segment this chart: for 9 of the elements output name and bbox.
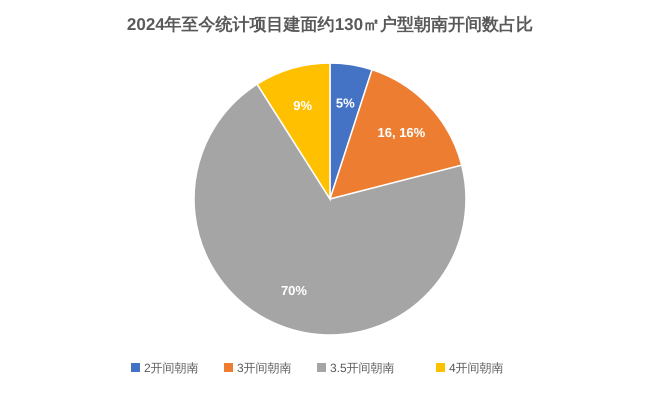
legend-label: 3开间朝南 (237, 361, 292, 375)
legend-label: 3.5开间朝南 (330, 361, 395, 375)
data-label: 16, 16% (378, 124, 426, 140)
legend-label: 4开间朝南 (449, 361, 504, 375)
data-label: 9% (293, 98, 313, 113)
data-label: 70% (280, 283, 308, 298)
data-label: 5% (336, 95, 356, 110)
legend-label: 2开间朝南 (144, 361, 199, 375)
chart-title: 2024年至今统计项目建面约130㎡户型朝南开间数占比 (126, 15, 534, 34)
